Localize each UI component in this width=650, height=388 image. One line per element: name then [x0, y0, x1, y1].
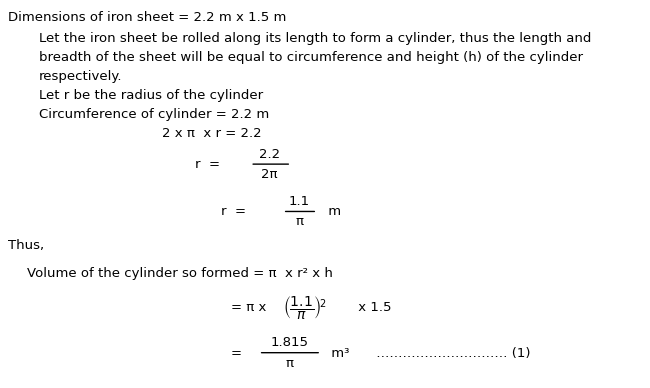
Text: π: π: [295, 215, 303, 229]
Text: π: π: [285, 357, 293, 370]
Text: 1.1: 1.1: [289, 195, 309, 208]
Text: =: =: [231, 346, 242, 360]
Text: ………………………… (1): ………………………… (1): [372, 346, 530, 360]
Text: m³: m³: [327, 346, 349, 360]
Text: = π x: = π x: [231, 301, 266, 314]
Text: Let the iron sheet be rolled along its length to form a cylinder, thus the lengt: Let the iron sheet be rolled along its l…: [39, 31, 592, 45]
Text: 2.2: 2.2: [259, 147, 280, 161]
Text: x 1.5: x 1.5: [354, 301, 392, 314]
Text: respectively.: respectively.: [39, 69, 122, 83]
Text: 2 x π  x r = 2.2: 2 x π x r = 2.2: [162, 126, 262, 140]
Text: m: m: [324, 205, 341, 218]
Text: 2π: 2π: [261, 168, 278, 182]
Text: breadth of the sheet will be equal to circumference and height (h) of the cylind: breadth of the sheet will be equal to ci…: [39, 50, 583, 64]
Text: Let r be the radius of the cylinder: Let r be the radius of the cylinder: [39, 88, 263, 102]
Text: Dimensions of iron sheet = 2.2 m x 1.5 m: Dimensions of iron sheet = 2.2 m x 1.5 m: [8, 11, 286, 24]
Text: r  =: r =: [195, 158, 220, 171]
Text: Circumference of cylinder = 2.2 m: Circumference of cylinder = 2.2 m: [39, 107, 269, 121]
Text: $\left(\dfrac{1.1}{\pi}\right)^{\!2}$: $\left(\dfrac{1.1}{\pi}\right)^{\!2}$: [283, 294, 326, 321]
Text: Thus,: Thus,: [8, 239, 44, 252]
Text: r  =: r =: [221, 205, 246, 218]
Text: 1.815: 1.815: [270, 336, 308, 349]
Text: Volume of the cylinder so formed = π  x r² x h: Volume of the cylinder so formed = π x r…: [27, 267, 333, 280]
